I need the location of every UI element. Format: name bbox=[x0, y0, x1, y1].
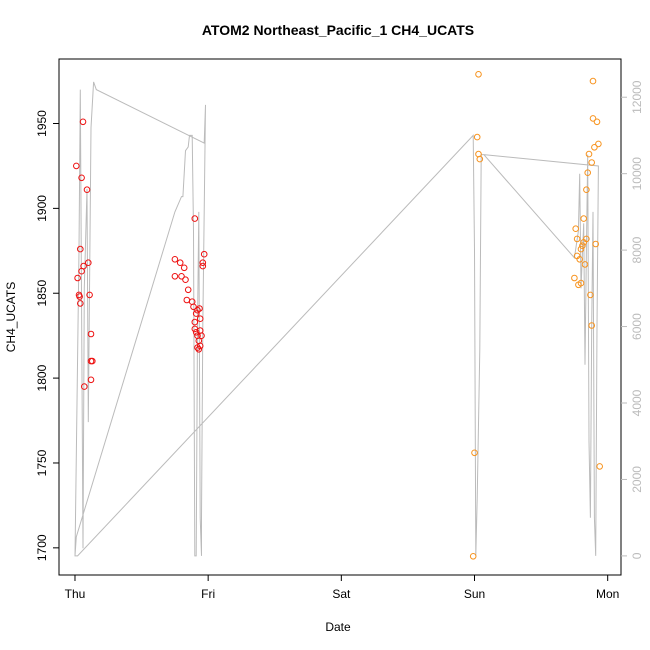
data-point bbox=[469, 553, 477, 560]
data-point bbox=[80, 262, 87, 270]
y2-tick-label: 8000 bbox=[630, 236, 644, 263]
data-point bbox=[200, 250, 208, 258]
data-point bbox=[198, 332, 205, 340]
y2-tick-label: 12000 bbox=[630, 80, 644, 114]
data-point bbox=[184, 286, 192, 294]
data-point bbox=[473, 133, 481, 141]
y-axis-right: 0 2000 4000 6000 8000 10000 12000 bbox=[621, 80, 644, 559]
data-point bbox=[580, 215, 588, 222]
altitude-line-layer bbox=[74, 81, 599, 557]
data-point bbox=[195, 346, 203, 353]
y-tick-label: 1950 bbox=[35, 110, 49, 137]
data-point bbox=[77, 245, 84, 253]
data-point bbox=[583, 186, 590, 193]
y-tick-label: 1800 bbox=[35, 364, 49, 391]
data-point bbox=[194, 306, 201, 314]
data-point bbox=[589, 77, 597, 85]
data-point bbox=[191, 318, 199, 326]
data-point bbox=[78, 174, 85, 182]
data-point bbox=[592, 240, 600, 248]
data-point bbox=[89, 357, 96, 365]
data-point bbox=[593, 118, 601, 126]
x-axis-label: Date bbox=[325, 620, 351, 634]
data-point bbox=[476, 155, 484, 163]
data-point bbox=[171, 256, 179, 263]
data-points-layer bbox=[73, 71, 604, 560]
data-point bbox=[77, 300, 84, 307]
data-point bbox=[180, 264, 188, 272]
data-point bbox=[596, 463, 604, 470]
data-point bbox=[191, 215, 199, 222]
data-point bbox=[471, 449, 478, 457]
data-point bbox=[191, 325, 199, 333]
data-point bbox=[585, 150, 593, 158]
data-point bbox=[591, 144, 598, 151]
data-point bbox=[583, 235, 590, 243]
chart-title: ATOM2 Northeast_Pacific_1 CH4_UCATS bbox=[202, 22, 474, 38]
data-point bbox=[577, 279, 585, 287]
data-point bbox=[576, 256, 584, 263]
data-point bbox=[584, 169, 592, 176]
data-point bbox=[85, 259, 92, 267]
x-axis: Thu Fri Sat Sun Mon bbox=[65, 575, 619, 601]
altitude-line bbox=[74, 81, 599, 557]
data-point bbox=[581, 261, 589, 268]
data-point bbox=[87, 330, 95, 338]
data-point bbox=[76, 293, 83, 300]
data-point bbox=[171, 273, 179, 280]
data-point bbox=[87, 376, 95, 384]
data-point bbox=[199, 262, 207, 270]
y-tick-label: 1900 bbox=[35, 195, 49, 222]
data-point bbox=[86, 291, 93, 299]
data-point bbox=[589, 115, 597, 122]
y2-tick-label: 4000 bbox=[630, 389, 644, 416]
data-point bbox=[192, 329, 200, 336]
y-axis-label: CH4_UCATS bbox=[4, 282, 18, 352]
data-point bbox=[571, 274, 578, 282]
data-point bbox=[73, 162, 80, 170]
y2-tick-label: 0 bbox=[630, 552, 644, 559]
data-point bbox=[587, 291, 594, 299]
data-point bbox=[199, 259, 207, 267]
data-point bbox=[182, 276, 189, 284]
plot-frame bbox=[58, 58, 622, 576]
y-tick-label: 1850 bbox=[35, 280, 49, 307]
x-tick-label: Thu bbox=[65, 587, 86, 601]
data-point bbox=[192, 310, 200, 317]
data-point bbox=[183, 296, 191, 304]
data-point bbox=[190, 303, 197, 311]
data-point bbox=[196, 342, 204, 350]
data-point bbox=[83, 186, 91, 193]
data-point bbox=[81, 383, 88, 390]
x-tick-label: Sat bbox=[332, 587, 351, 601]
y2-tick-label: 6000 bbox=[630, 313, 644, 340]
data-point bbox=[572, 225, 580, 232]
data-point bbox=[595, 140, 602, 148]
data-point bbox=[588, 322, 596, 329]
data-point bbox=[176, 259, 184, 267]
y-tick-label: 1750 bbox=[35, 449, 49, 476]
data-point bbox=[74, 274, 81, 282]
data-point bbox=[475, 71, 482, 78]
data-point bbox=[79, 118, 87, 126]
data-point bbox=[178, 273, 185, 280]
data-point bbox=[196, 305, 203, 312]
data-point bbox=[579, 242, 586, 249]
y2-tick-label: 2000 bbox=[630, 466, 644, 493]
data-point bbox=[577, 245, 585, 253]
data-point bbox=[588, 159, 596, 166]
data-point bbox=[196, 315, 204, 323]
y-tick-label: 1700 bbox=[35, 534, 49, 561]
x-tick-label: Mon bbox=[596, 587, 619, 601]
data-point bbox=[573, 235, 581, 243]
y2-tick-label: 10000 bbox=[630, 157, 644, 191]
x-tick-label: Sun bbox=[464, 587, 485, 601]
x-tick-label: Fri bbox=[201, 587, 215, 601]
y-axis-left: 1700 1750 1800 1850 1900 1950 bbox=[35, 110, 59, 561]
